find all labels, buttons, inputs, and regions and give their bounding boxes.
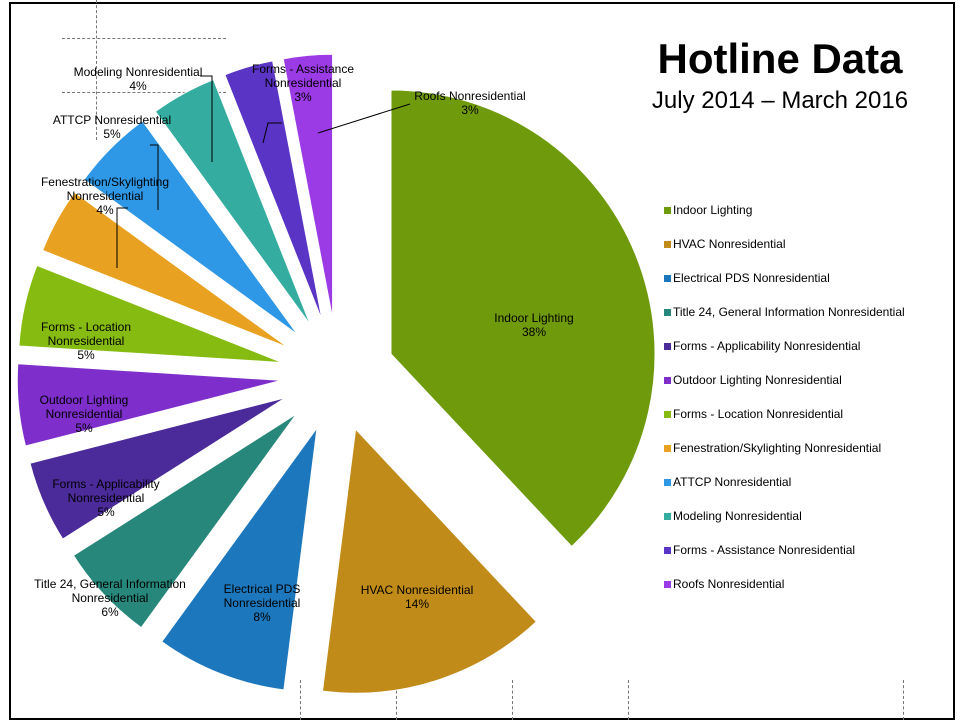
chart-title: Hotline Data <box>657 35 903 82</box>
guide-line <box>903 680 904 720</box>
legend-label: ATTCP Nonresidential <box>673 475 791 489</box>
legend-item-hvac-nonresidential: HVAC Nonresidential <box>664 237 786 251</box>
data-label-attcp-nonresidential: ATTCP Nonresidential 5% <box>53 113 171 141</box>
data-label-roofs-nonresidential: Roofs Nonresidential 3% <box>414 89 525 117</box>
pie-slice-attcp-nonresidential <box>83 120 299 336</box>
data-label-forms-location-nonresidential: Forms - Location Nonresidential 5% <box>41 320 131 362</box>
data-label-forms-applicability-nonresidential: Forms - Applicability Nonresidential 5% <box>52 477 159 519</box>
pie-slice-electrical-pds-nonresidential <box>161 427 318 691</box>
guide-line <box>628 680 629 720</box>
legend-item-electrical-pds-nonresidential: Electrical PDS Nonresidential <box>664 271 830 285</box>
legend-item-indoor-lighting: Indoor Lighting <box>664 203 752 217</box>
legend-label: Outdoor Lighting Nonresidential <box>673 373 842 387</box>
leader-line-roofs-nonresidential <box>317 103 411 134</box>
leader-line-fenestration-skylighting-nonresidential <box>116 207 128 268</box>
legend-label: Title 24, General Information Nonresiden… <box>673 305 905 319</box>
data-label-outdoor-lighting-nonresidential: Outdoor Lighting Nonresidential 5% <box>40 393 129 435</box>
legend-swatch <box>664 343 671 350</box>
data-label-fenestration-skylighting-nonresidential: Fenestration/Skylighting Nonresidential 4% <box>41 175 169 217</box>
leader-line-forms-assistance-nonresidential <box>262 122 282 144</box>
data-label-title-24-general-information-nonresidential: Title 24, General Information Nonresident… <box>34 577 186 619</box>
pie-slice-forms-applicability-nonresidential <box>29 397 286 540</box>
pie-slice-modeling-nonresidential <box>154 78 311 326</box>
chart-subtitle: July 2014 – March 2016 <box>651 87 909 114</box>
legend-item-modeling-nonresidential: Modeling Nonresidential <box>664 509 802 523</box>
pie-slice-forms-location-nonresidential <box>18 264 283 364</box>
legend-swatch <box>664 547 671 554</box>
legend-label: Modeling Nonresidential <box>673 509 802 523</box>
slide-frame <box>9 2 955 720</box>
pie-slice-roofs-nonresidential <box>282 53 334 319</box>
legend-item-forms-assistance-nonresidential: Forms - Assistance Nonresidential <box>664 543 855 557</box>
guide-line <box>512 680 513 720</box>
guide-line <box>396 680 397 720</box>
legend-swatch <box>664 513 671 520</box>
guide-line <box>300 680 301 720</box>
legend-label: Forms - Applicability Nonresidential <box>673 339 860 353</box>
leader-line-attcp-nonresidential <box>150 144 159 210</box>
legend-swatch <box>664 445 671 452</box>
data-label-modeling-nonresidential: Modeling Nonresidential 4% <box>74 65 203 93</box>
legend-item-title-24-general-information-nonresidential: Title 24, General Information Nonresiden… <box>664 305 905 319</box>
legend-item-forms-applicability-nonresidential: Forms - Applicability Nonresidential <box>664 339 860 353</box>
legend-label: HVAC Nonresidential <box>673 237 786 251</box>
guide-line <box>62 38 226 39</box>
legend-swatch <box>664 309 671 316</box>
leader-line-modeling-nonresidential <box>200 75 213 162</box>
legend-label: Forms - Assistance Nonresidential <box>673 543 855 557</box>
legend-swatch <box>664 275 671 282</box>
pie-slice-fenestration-skylighting-nonresidential <box>41 191 289 348</box>
legend-swatch <box>664 479 671 486</box>
legend-swatch <box>664 207 671 214</box>
legend-swatch <box>664 411 671 418</box>
legend-item-roofs-nonresidential: Roofs Nonresidential <box>664 577 784 591</box>
legend-label: Fenestration/Skylighting Nonresidential <box>673 441 881 455</box>
data-label-forms-assistance-nonresidential: Forms - Assistance Nonresidential 3% <box>252 62 354 104</box>
legend-item-attcp-nonresidential: ATTCP Nonresidential <box>664 475 791 489</box>
legend-item-forms-location-nonresidential: Forms - Location Nonresidential <box>664 407 843 421</box>
guide-line <box>62 92 226 93</box>
legend-label: Electrical PDS Nonresidential <box>673 271 830 285</box>
data-label-hvac-nonresidential: HVAC Nonresidential 14% <box>361 583 474 611</box>
legend-swatch <box>664 377 671 384</box>
data-label-indoor-lighting: Indoor Lighting 38% <box>494 311 573 339</box>
pie-slice-hvac-nonresidential <box>321 428 538 694</box>
legend-label: Forms - Location Nonresidential <box>673 407 843 421</box>
pie-slice-outdoor-lighting-nonresidential <box>16 363 282 447</box>
data-label-electrical-pds-nonresidential: Electrical PDS Nonresidential 8% <box>224 582 301 624</box>
pie-slice-title-24-general-information-nonresidential <box>72 413 297 629</box>
pie-slice-forms-assistance-nonresidential <box>224 60 323 321</box>
legend-swatch <box>664 581 671 588</box>
pie-slice-indoor-lighting <box>390 89 656 548</box>
legend-label: Roofs Nonresidential <box>673 577 784 591</box>
legend-swatch <box>664 241 671 248</box>
legend-item-outdoor-lighting-nonresidential: Outdoor Lighting Nonresidential <box>664 373 842 387</box>
legend-label: Indoor Lighting <box>673 203 752 217</box>
legend-item-fenestration-skylighting-nonresidential: Fenestration/Skylighting Nonresidential <box>664 441 881 455</box>
guide-line <box>96 0 97 140</box>
